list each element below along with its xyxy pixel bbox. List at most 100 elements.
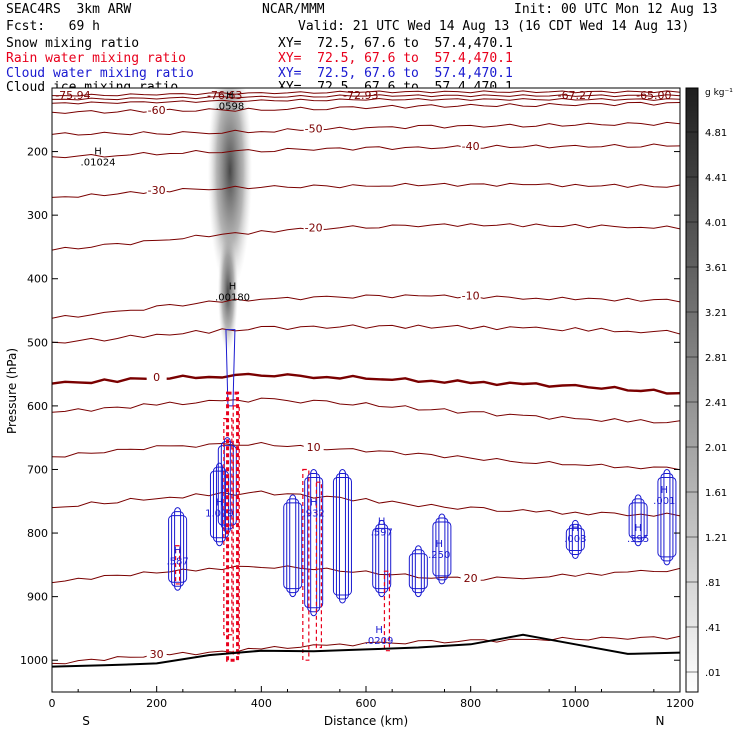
colorbar-label: 2.41: [705, 398, 727, 409]
y-tick-label: 400: [27, 273, 48, 286]
rain-water-contour: [226, 391, 240, 662]
plot-area: [52, 88, 680, 692]
x-tick-label: 200: [146, 697, 167, 710]
field-xy-rain: XY= 72.5, 67.6 to 57.4,470.1: [278, 51, 513, 66]
temperature-contour-10: [52, 441, 680, 471]
cloud-water-contour: [435, 517, 449, 581]
contour-label-bg: [303, 122, 324, 135]
contour-label-bg: [303, 221, 324, 234]
temperature-contour-upper: [52, 94, 680, 101]
temperature-contours: -60 -50 -40 -30 -20 -10 0 10 20 30: [52, 90, 680, 665]
x-tick-label: 0: [49, 697, 56, 710]
temperature-contour-upper: [52, 90, 680, 97]
endpoint-label-south: S: [82, 714, 90, 728]
y-tick-label: 1000: [20, 654, 48, 667]
x-tick-label: 1000: [561, 697, 589, 710]
cloud-water-contour: [215, 462, 223, 547]
y-tick-label: 700: [27, 463, 48, 476]
cloud-water-contour: [378, 519, 386, 598]
cloud-water-contour: [286, 498, 300, 594]
contour-label--60: -60: [148, 104, 166, 117]
colorbar-label: 4.81: [705, 128, 727, 139]
extremum-value-label: .597: [371, 528, 393, 539]
cloud-water-contour: [307, 472, 321, 613]
rain-water-contour: [223, 418, 233, 636]
cloud-water-contour: [628, 502, 648, 539]
extremum-h-label: H: [436, 539, 444, 550]
rain-water-contour: [232, 405, 240, 655]
terrain-layer: [52, 633, 680, 668]
cloud-water-contour: [565, 527, 585, 551]
contour-label-bg: [460, 571, 481, 584]
cloud-water-contour: [174, 507, 182, 591]
org-name: NCAR/MMM: [262, 2, 325, 17]
terrain-line: [52, 633, 680, 668]
cloud-water-contour: [171, 511, 185, 587]
y-tick-label: 500: [27, 336, 48, 349]
valid-time: Valid: 21 UTC Wed 14 Aug 13 (16 CDT Wed …: [298, 19, 690, 34]
extrema-markers: -75.94 -76.63 -72.93 -67.27 -65.00H.0598H.00…: [55, 89, 675, 647]
cloud-water-contour: [289, 494, 297, 598]
y-axis-label: Pressure (hPa): [5, 348, 19, 434]
cloud-water-contour: [414, 545, 422, 598]
contour-label-bg: [146, 370, 167, 383]
cloud-water-contour: [304, 476, 324, 609]
y-tick-label: 200: [27, 146, 48, 159]
contour-label-20: 20: [464, 572, 478, 585]
extremum-h-label: H: [661, 485, 669, 496]
contour-label-bg: [146, 648, 167, 661]
temperature-contour--50: [52, 121, 680, 136]
extremum-value-label: .003: [564, 534, 586, 545]
cloud-water-contour: [408, 553, 428, 590]
cloud-water-contour: [660, 472, 674, 562]
extremum-h-label: H: [229, 281, 237, 292]
colorbar-label: 3.21: [705, 308, 727, 319]
colorbar-unit: g kg⁻¹: [705, 88, 733, 98]
extremum-value-label: 1.019: [205, 509, 234, 520]
colorbar-label: 1.61: [705, 488, 727, 499]
field-label-cloud-water: Cloud water mixing ratio: [6, 66, 194, 81]
extremum-h-label: H: [378, 517, 386, 528]
extremum-h-label: H: [174, 545, 182, 556]
cloud-water-contour: [568, 523, 582, 555]
cloud-water-contour: [375, 523, 389, 594]
colorbar-label: 1.21: [705, 533, 727, 544]
contour-label--50: -50: [305, 122, 323, 135]
field-label-snow: Snow mixing ratio: [6, 36, 140, 51]
contour-label--10: -10: [462, 290, 480, 303]
rain-water-contour: [315, 481, 322, 649]
extremum-value-label: .0598: [216, 102, 245, 113]
x-axis-label: Distance (km): [324, 714, 408, 728]
extremum-h-label: H: [310, 498, 318, 509]
top-value-label: -65.00: [636, 89, 671, 102]
forecast-hour: Fcst: 69 h: [6, 19, 100, 34]
cloud-water-contour: [212, 466, 226, 543]
temperature-contour-20: [52, 565, 680, 584]
contour-label-bg: [146, 183, 167, 196]
cloud-water-contour: [631, 498, 645, 543]
cloud-water-contour: [657, 476, 677, 558]
extremum-value-label: .01024: [81, 158, 116, 169]
contour-label--20: -20: [305, 222, 323, 235]
extremum-h-label: H: [216, 498, 224, 509]
extremum-value-label: .395: [627, 534, 649, 545]
top-value-label: -75.94: [55, 89, 90, 102]
init-time: Init: 00 UTC Mon 12 Aug 13: [514, 2, 718, 17]
temperature-contour-upper: [52, 97, 680, 105]
y-tick-label: 600: [27, 400, 48, 413]
cloud-water-contour: [338, 468, 346, 604]
field-xy-cloud-water: XY= 72.5, 67.6 to 57.4,470.1: [278, 66, 513, 81]
temperature-contour--20: [52, 223, 680, 251]
temperature-contour-minor: [52, 397, 680, 424]
field-label-rain: Rain water mixing ratio: [6, 51, 187, 66]
contour-label--30: -30: [148, 184, 166, 197]
extremum-value-label: .587: [166, 556, 188, 567]
cloud-water-contour: [571, 519, 579, 559]
colorbar-labels: 4.81 4.41 4.01 3.61 3.21 2.81 2.41 2.01 1.61 1.21…: [686, 128, 727, 679]
rain-contours: [175, 391, 391, 662]
top-value-label: -76.63: [207, 89, 242, 102]
cloud-water-contour: [438, 513, 446, 585]
model-name: SEAC4RS 3km ARW: [6, 2, 132, 17]
x-tick-label: 800: [460, 697, 481, 710]
y-tick-label: 900: [27, 591, 48, 604]
